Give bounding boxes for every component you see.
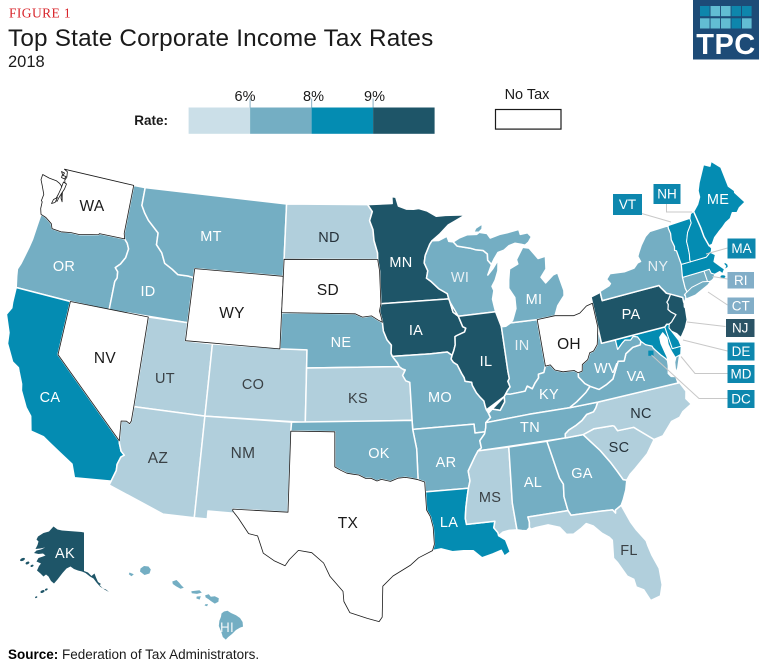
svg-text:FIGURE 1: FIGURE 1 xyxy=(9,6,71,21)
svg-text:TX: TX xyxy=(338,515,359,532)
svg-text:NV: NV xyxy=(94,350,116,367)
svg-text:NC: NC xyxy=(630,406,652,422)
svg-text:LA: LA xyxy=(440,515,458,531)
svg-text:AR: AR xyxy=(436,455,457,471)
svg-text:MD: MD xyxy=(731,367,752,382)
svg-text:AZ: AZ xyxy=(148,450,168,467)
svg-text:AK: AK xyxy=(55,546,75,562)
svg-text:NY: NY xyxy=(648,259,669,275)
svg-text:WY: WY xyxy=(219,305,245,322)
svg-text:Top State Corporate Income Tax: Top State Corporate Income Tax Rates xyxy=(8,25,433,52)
svg-text:KS: KS xyxy=(348,391,368,407)
svg-text:ME: ME xyxy=(707,192,729,208)
svg-text:RI: RI xyxy=(734,273,748,288)
svg-text:IA: IA xyxy=(409,323,423,339)
svg-text:OR: OR xyxy=(53,259,75,275)
svg-text:IL: IL xyxy=(480,354,493,370)
svg-text:OK: OK xyxy=(368,446,390,462)
svg-text:NE: NE xyxy=(331,335,352,351)
svg-text:NM: NM xyxy=(231,445,256,462)
svg-text:ID: ID xyxy=(140,284,155,300)
svg-text:NH: NH xyxy=(657,187,677,202)
svg-text:DC: DC xyxy=(731,392,751,407)
svg-text:CA: CA xyxy=(40,390,61,406)
svg-text:MA: MA xyxy=(731,241,751,256)
svg-text:No Tax: No Tax xyxy=(505,87,551,103)
svg-text:SC: SC xyxy=(609,440,630,456)
svg-text:MO: MO xyxy=(428,390,452,406)
svg-text:CT: CT xyxy=(732,298,750,313)
svg-text:TPC: TPC xyxy=(696,29,756,61)
svg-text:PA: PA xyxy=(622,307,641,323)
svg-text:GA: GA xyxy=(571,466,593,482)
svg-text:9%: 9% xyxy=(364,89,385,105)
svg-text:AL: AL xyxy=(524,475,542,491)
svg-text:8%: 8% xyxy=(303,89,324,105)
svg-text:IN: IN xyxy=(514,338,529,354)
svg-text:TN: TN xyxy=(520,420,540,436)
svg-text:HI: HI xyxy=(220,620,234,635)
svg-text:MT: MT xyxy=(200,229,222,245)
svg-text:WI: WI xyxy=(451,270,469,286)
svg-text:6%: 6% xyxy=(235,89,256,105)
svg-text:NJ: NJ xyxy=(732,321,749,336)
svg-text:VT: VT xyxy=(619,197,636,212)
svg-text:MS: MS xyxy=(479,490,501,506)
svg-text:CO: CO xyxy=(242,377,264,393)
svg-text:FL: FL xyxy=(620,543,638,559)
svg-text:DE: DE xyxy=(732,344,751,359)
svg-text:Rate:: Rate: xyxy=(134,113,168,128)
svg-text:KY: KY xyxy=(539,387,559,403)
svg-text:WA: WA xyxy=(80,198,105,215)
svg-text:Source: Federation of Tax Admi: Source: Federation of Tax Administrators… xyxy=(8,647,259,662)
svg-text:OH: OH xyxy=(557,336,581,353)
svg-text:ND: ND xyxy=(318,230,340,246)
svg-text:WV: WV xyxy=(594,361,618,377)
svg-text:2018: 2018 xyxy=(8,53,45,71)
svg-text:SD: SD xyxy=(317,282,339,299)
svg-text:MN: MN xyxy=(389,255,412,271)
svg-text:UT: UT xyxy=(155,371,175,387)
svg-text:MI: MI xyxy=(526,292,543,308)
svg-text:VA: VA xyxy=(627,369,646,385)
